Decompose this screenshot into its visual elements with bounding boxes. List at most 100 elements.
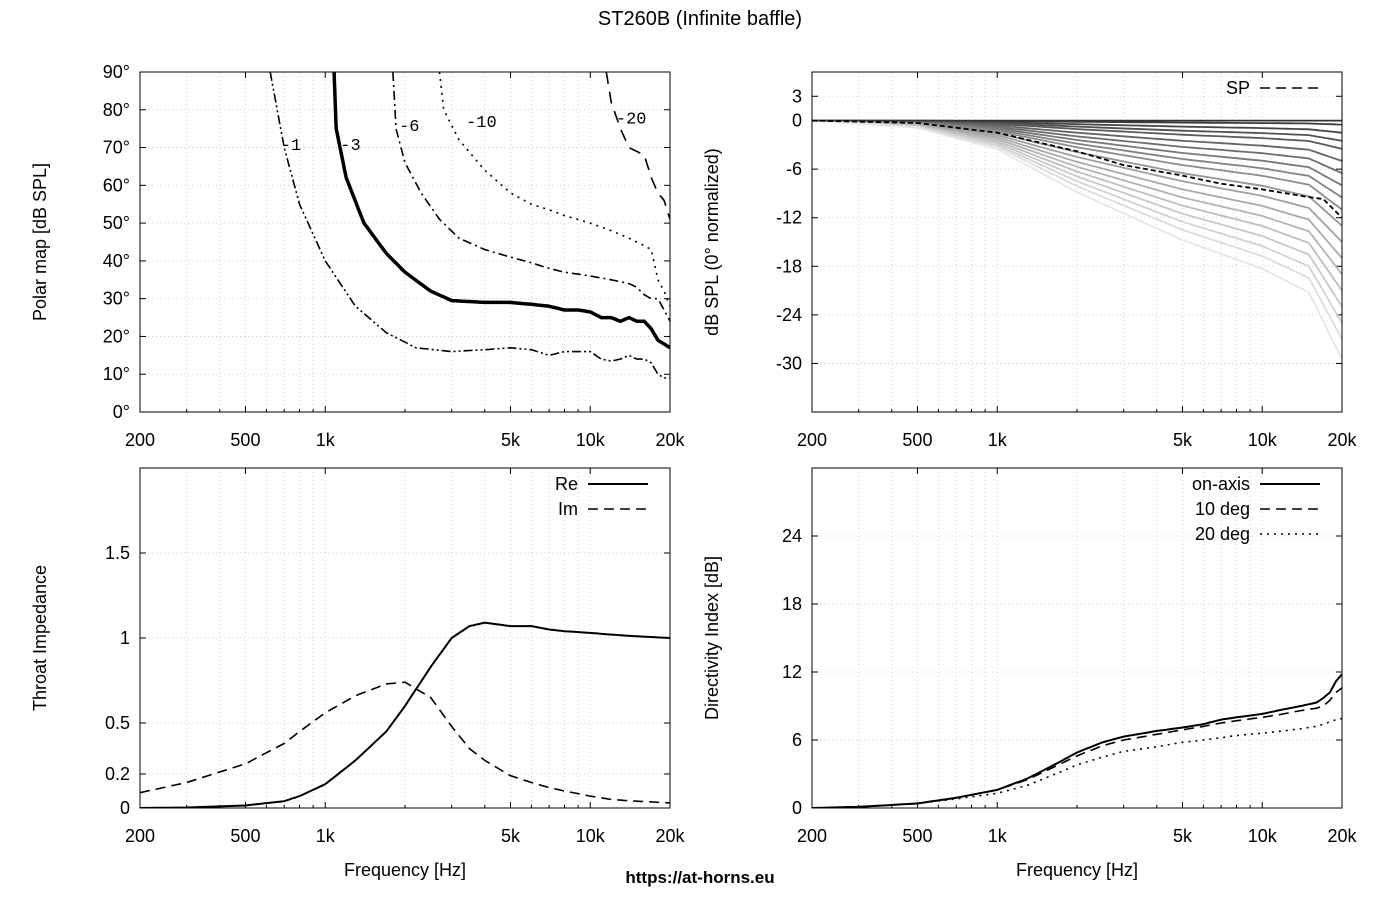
plot-area — [812, 119, 1342, 360]
y-axis-label: Directivity Index [dB] — [702, 556, 722, 720]
y-tick-label: 70° — [103, 138, 130, 158]
plot-area — [140, 621, 670, 808]
x-axis-label: Frequency [Hz] — [1016, 860, 1138, 880]
x-tick-label: 200 — [797, 826, 827, 846]
x-axis-label: Frequency [Hz] — [344, 860, 466, 880]
y-tick-label: -30 — [776, 353, 802, 373]
contour-label: -10 — [466, 114, 497, 133]
y-tick-label: 90° — [103, 62, 130, 82]
series-line — [812, 687, 1342, 808]
y-tick-label: 10° — [103, 364, 130, 384]
contour-label: -20 — [616, 110, 647, 129]
y-tick-label: 0 — [792, 798, 802, 818]
y-tick-label: 0.5 — [105, 713, 130, 733]
grid — [140, 72, 670, 412]
y-tick-label: 20° — [103, 326, 130, 346]
y-tick-label: 1 — [120, 628, 130, 648]
x-tick-label: 1k — [316, 826, 336, 846]
contour-line — [605, 72, 670, 220]
x-tick-label: 10k — [1248, 826, 1278, 846]
x-tick-label: 500 — [230, 826, 260, 846]
plot-area — [269, 72, 670, 379]
plot-area — [812, 673, 1342, 808]
x-tick-label: 20k — [1327, 430, 1357, 450]
y-tick-label: 50° — [103, 213, 130, 233]
plot-frame — [811, 71, 1343, 413]
series-line — [812, 717, 1342, 808]
x-tick-label: 5k — [501, 430, 521, 450]
panel-normalized: 200 500 1k 5k 10k 20k 3 0 -6 -12 -18 -24 -30 dB SPL (… — [702, 71, 1358, 450]
panel-directivity: 200 500 1k 5k 10k 20k 0 6 12 18 24 Directivity Inde… — [702, 467, 1358, 880]
contour-line — [392, 72, 670, 322]
y-tick-label: 18 — [782, 594, 802, 614]
legend-label: 10 deg — [1195, 499, 1250, 519]
y-tick-label: 80° — [103, 100, 130, 120]
x-tick-label: 10k — [576, 430, 606, 450]
legend: Re Im — [555, 474, 648, 519]
series-line — [812, 673, 1342, 808]
contour-label: -1 — [281, 137, 301, 156]
legend-label: on-axis — [1192, 474, 1250, 494]
y-tick-label: -24 — [776, 305, 802, 325]
series-line — [140, 621, 670, 808]
plot-frame — [139, 467, 671, 809]
panel-impedance: 200 500 1k 5k 10k 20k 0 0.2 0.5 1 1.5 Throat Impeda… — [30, 467, 686, 880]
y-tick-label: 24 — [782, 526, 802, 546]
panel-polar: 200 500 1k 5k 10k 20k 0° 10° 20° 30° 40° 50° 60° 70° 8… — [30, 62, 686, 450]
y-tick-label: 3 — [792, 86, 802, 106]
y-tick-label: 30° — [103, 289, 130, 309]
legend: SP — [1226, 78, 1320, 98]
plot-frame — [139, 71, 671, 413]
plot-frame — [811, 467, 1343, 809]
series-line — [140, 681, 670, 804]
x-tick-label: 1k — [988, 430, 1008, 450]
legend-label: Im — [558, 499, 578, 519]
x-tick-label: 500 — [902, 430, 932, 450]
grid — [140, 468, 670, 808]
x-tick-label: 5k — [1173, 430, 1193, 450]
y-axis-label: dB SPL (0° normalized) — [702, 148, 722, 336]
legend: on-axis 10 deg 20 deg — [1192, 474, 1320, 544]
y-tick-label: 0° — [113, 402, 130, 422]
x-tick-label: 20k — [655, 826, 685, 846]
x-tick-label: 20k — [655, 430, 685, 450]
x-tick-label: 200 — [125, 826, 155, 846]
x-tick-label: 200 — [125, 430, 155, 450]
series-line — [812, 119, 1342, 219]
x-tick-label: 20k — [1327, 826, 1357, 846]
y-tick-label: 6 — [792, 730, 802, 750]
x-tick-label: 200 — [797, 430, 827, 450]
x-tick-label: 500 — [902, 826, 932, 846]
y-axis-label: Polar map [dB SPL] — [30, 163, 50, 321]
y-axis-label: Throat Impedance — [30, 565, 50, 711]
y-tick-label: 12 — [782, 662, 802, 682]
contour-label: -6 — [399, 118, 419, 137]
y-tick-label: -6 — [786, 159, 802, 179]
contour-line — [332, 72, 670, 350]
y-tick-label: 0 — [792, 111, 802, 131]
x-tick-label: 5k — [1173, 826, 1193, 846]
y-tick-label: 0 — [120, 798, 130, 818]
x-tick-label: 500 — [230, 430, 260, 450]
x-tick-label: 10k — [576, 826, 606, 846]
y-tick-label: -12 — [776, 208, 802, 228]
x-tick-label: 5k — [501, 826, 521, 846]
legend-label: SP — [1226, 78, 1250, 98]
y-tick-label: 1.5 — [105, 543, 130, 563]
contour-label: -3 — [340, 137, 360, 156]
y-tick-label: 40° — [103, 251, 130, 271]
footer-url: https://at-horns.eu — [625, 868, 775, 887]
page-title: ST260B (Infinite baffle) — [597, 8, 803, 30]
legend-label: Re — [555, 474, 578, 494]
contour-line — [438, 72, 670, 307]
y-tick-label: -18 — [776, 256, 802, 276]
y-tick-label: 0.2 — [105, 764, 130, 784]
offaxis-line — [812, 119, 1342, 360]
y-tick-label: 60° — [103, 175, 130, 195]
x-tick-label: 1k — [316, 430, 336, 450]
x-tick-label: 1k — [988, 826, 1008, 846]
legend-label: 20 deg — [1195, 524, 1250, 544]
grid — [812, 468, 1342, 808]
x-tick-label: 10k — [1248, 430, 1278, 450]
